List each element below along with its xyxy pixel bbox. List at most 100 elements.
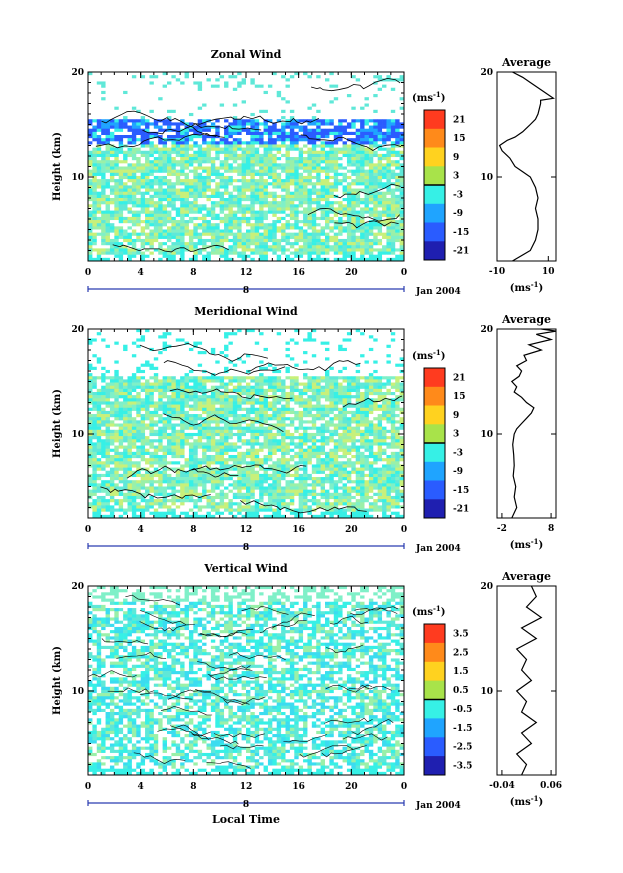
profile-unit-base: (ms xyxy=(510,540,531,551)
y-tick-label: 10 xyxy=(71,687,84,697)
profile-title: Average xyxy=(501,570,551,583)
profile-unit-close: ) xyxy=(539,797,544,808)
colorbar-swatch xyxy=(424,737,445,757)
x-tick-label: 12 xyxy=(240,782,253,792)
colorbar-swatch xyxy=(424,461,445,481)
x-tick-label: 16 xyxy=(292,268,305,278)
colorbar-swatch xyxy=(424,368,445,388)
colorbar-unit-exp: -1 xyxy=(433,348,441,357)
colorbar-unit: (ms-1) xyxy=(412,604,445,618)
x-tick-label: 20 xyxy=(345,525,358,535)
date-label: Jan 2004 xyxy=(415,801,461,811)
profile-x-tick-label: 10 xyxy=(542,267,555,277)
profile-x-tick-label: -10 xyxy=(489,267,505,277)
colorbar-swatch xyxy=(424,147,445,167)
heatmap-field xyxy=(88,586,405,776)
colorbar-label: 2.5 xyxy=(453,648,469,658)
panel-title: Vertical Wind xyxy=(203,562,288,575)
x-tick-label: 8 xyxy=(190,782,196,792)
colorbar-label: -21 xyxy=(453,247,469,257)
date-label: Jan 2004 xyxy=(415,287,461,297)
colorbar-swatch xyxy=(424,386,445,406)
colorbar-swatch xyxy=(424,241,445,261)
colorbar-label: 15 xyxy=(453,134,466,144)
colorbar-swatch xyxy=(424,480,445,500)
profile-y-tick-label: 10 xyxy=(480,173,493,183)
colorbar-label: -15 xyxy=(453,228,469,238)
colorbar-label: 1.5 xyxy=(453,667,469,677)
profile-x-tick-label: 8 xyxy=(548,524,554,534)
colorbar-label: -3 xyxy=(453,448,463,458)
profile-y-tick-label: 10 xyxy=(480,430,493,440)
colorbar-label: -3 xyxy=(453,190,463,200)
profile-line xyxy=(498,71,555,262)
colorbar-swatch xyxy=(424,718,445,738)
panel-title: Meridional Wind xyxy=(194,305,298,318)
x-tick-label: 16 xyxy=(292,525,305,535)
profile-plot: Average 20 10 -2 8 (ms-1) xyxy=(480,313,557,551)
colorbar-swatch xyxy=(424,699,445,719)
profile-plot: Average 20 10 -10 10 (ms-1) xyxy=(480,56,557,294)
y-axis-label: Height (km) xyxy=(52,132,63,201)
colorbar-label: -21 xyxy=(453,505,469,515)
profile-line xyxy=(510,328,557,519)
x-tick-label: 0 xyxy=(85,268,91,278)
profile-title: Average xyxy=(501,56,551,69)
colorbar-swatch xyxy=(424,624,445,644)
date-tick-label: 8 xyxy=(243,286,249,296)
colorbar-label: 3.5 xyxy=(453,629,469,639)
x-tick-label: 4 xyxy=(138,268,144,278)
x-tick-label: 12 xyxy=(240,525,253,535)
colorbar-swatch xyxy=(424,424,445,444)
profile-unit-exp: -1 xyxy=(531,794,539,803)
colorbar-swatch xyxy=(424,405,445,425)
contour-lines xyxy=(95,77,402,253)
profile-y-tick-label: 20 xyxy=(480,68,493,78)
profile-unit-base: (ms xyxy=(510,283,531,294)
colorbar-unit: (ms-1) xyxy=(412,90,445,104)
colorbar-label: -3.5 xyxy=(453,762,472,772)
colorbar-label: 21 xyxy=(453,115,466,125)
x-tick-label: 16 xyxy=(292,782,305,792)
colorbar-label: -0.5 xyxy=(453,705,472,715)
colorbar-swatch xyxy=(424,128,445,148)
profile-unit: (ms-1) xyxy=(510,280,543,294)
y-tick-label: 10 xyxy=(71,173,84,183)
colorbar-swatch xyxy=(424,222,445,242)
colorbar-label: 15 xyxy=(453,392,466,402)
date-tick-label: 8 xyxy=(243,543,249,553)
heatmap-field xyxy=(88,329,405,519)
colorbar-label: 9 xyxy=(453,411,459,421)
colorbar-label: 9 xyxy=(453,153,459,163)
colorbar-swatch xyxy=(424,499,445,519)
heatmap-field xyxy=(88,72,405,262)
x-tick-label: 20 xyxy=(345,782,358,792)
x-tick-label: 0 xyxy=(85,525,91,535)
x-tick-label: 0 xyxy=(401,525,407,535)
x-tick-label: 12 xyxy=(240,268,253,278)
colorbar-label: 3 xyxy=(453,172,459,182)
profile-frame xyxy=(496,71,557,262)
colorbar-unit-base: (ms xyxy=(412,351,433,362)
colorbar-unit-base: (ms xyxy=(412,93,433,104)
colorbar-swatch xyxy=(424,661,445,681)
x-tick-label: 0 xyxy=(401,782,407,792)
colorbar-label: -2.5 xyxy=(453,743,472,753)
colorbar-unit-close: ) xyxy=(441,351,446,362)
profile-y-tick-label: 20 xyxy=(480,325,493,335)
colorbar-swatch xyxy=(424,680,445,700)
y-tick-label: 20 xyxy=(71,325,84,335)
profile-frame xyxy=(496,585,557,776)
colorbar-unit: (ms-1) xyxy=(412,348,445,362)
profile-title: Average xyxy=(501,313,551,326)
panel-2: Meridional Wind 0 4 8 12 16 20 0 20 10 Height (km)… xyxy=(52,305,557,554)
profile-plot: Average 20 10 -0.04 0.06 (ms-1) xyxy=(480,570,562,808)
colorbar-swatch xyxy=(424,203,445,223)
x-tick-label: 0 xyxy=(401,268,407,278)
colorbar-label: -9 xyxy=(453,209,463,219)
profile-y-tick-label: 10 xyxy=(480,687,493,697)
profile-unit-close: ) xyxy=(539,540,544,551)
x-tick-label: 20 xyxy=(345,268,358,278)
panel-1: Zonal Wind 0 4 8 12 16 20 0 20 10 Height (km) 8 Jan … xyxy=(52,48,557,297)
